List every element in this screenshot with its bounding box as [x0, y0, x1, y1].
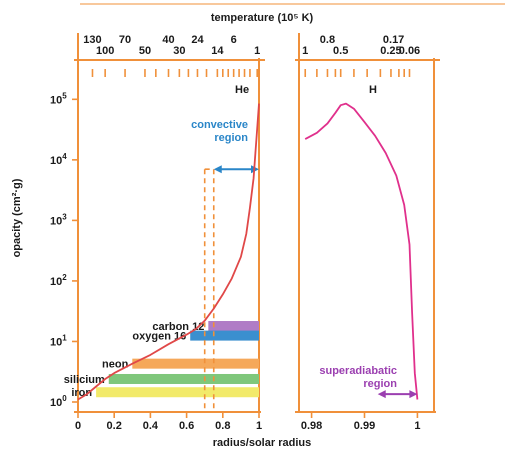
left-x-tick-label-3: 0.6: [179, 420, 194, 432]
left-top-tick-row2-0: 100: [96, 45, 114, 57]
right-top-tick-row2-3: 0.06: [399, 45, 420, 57]
he-label: He: [235, 84, 249, 96]
superadiabatic-label-line2: region: [363, 378, 397, 390]
y-tick-label-3: 103: [50, 212, 67, 227]
left-top-tick-row1-3: 24: [191, 34, 204, 46]
left-x-tick-label-2: 0.4: [143, 420, 159, 432]
left-top-tick-row1-0: 130: [83, 34, 101, 46]
left-top-tick-row2-2: 30: [173, 45, 185, 57]
left-panel: 0 0.2 0.4 0.6 0.8 1 130 70 40 24 6 100 50 30 14 1 carbon…: [64, 33, 265, 432]
left-x-tick-label-5: 1: [256, 420, 262, 432]
superadiabatic-arrow-head-right: [409, 390, 418, 399]
right-panel: 0.98 0.99 1 0.8 0.17 1 0.5 0.250.06 Hsuperadiaba…: [295, 33, 440, 432]
convective-label-line1: convective: [191, 119, 248, 131]
band-label-3: silicium: [64, 374, 105, 386]
left-x-tick-label-4: 0.8: [215, 420, 230, 432]
band-label-1: oxygen 16: [132, 331, 186, 343]
y-tick-label-0: 100: [50, 394, 67, 409]
superadiabatic-label-line1: superadiabatic: [319, 365, 397, 377]
band-label-2: neon: [102, 359, 129, 371]
right-top-tick-row1-1: 0.17: [383, 34, 404, 46]
left-top-tick-row2-4: 1: [254, 45, 260, 57]
left-top-tick-row1-1: 70: [119, 34, 131, 46]
right-x-tick-label-2: 1: [414, 420, 420, 432]
convective-label-line2: region: [214, 132, 248, 144]
left-top-tick-row1-4: 6: [231, 34, 237, 46]
y-axis-ticks: 100 101 102 103 104 105: [50, 91, 78, 409]
opacity-curve-left: [77, 103, 260, 401]
left-top-tick-row2-3: 14: [211, 45, 224, 57]
y-tick-label-1: 101: [50, 333, 67, 348]
right-top-tick-row2-1: 0.5: [333, 45, 348, 57]
left-x-tick-label-1: 0.2: [107, 420, 122, 432]
superadiabatic-arrow-head-left: [377, 390, 386, 399]
y-tick-label-5: 105: [50, 91, 67, 106]
band-label-4: iron: [71, 387, 92, 399]
right-top-tick-row2-0: 1: [302, 45, 308, 57]
band-4: [96, 387, 259, 398]
right-x-tick-label-1: 0.99: [354, 420, 375, 432]
top-axis-label: temperature (10⁵ K): [211, 12, 314, 24]
x-axis-label: radius/solar radius: [213, 437, 311, 449]
left-x-tick-label-0: 0: [75, 420, 81, 432]
y-tick-label-2: 102: [50, 273, 67, 288]
band-0: [208, 321, 259, 332]
y-axis-label: opacity (cm²·g): [11, 178, 23, 257]
band-2: [132, 358, 259, 369]
band-3: [108, 373, 260, 384]
right-top-tick-row1-0: 0.8: [320, 34, 335, 46]
y-tick-label-4: 104: [50, 152, 67, 167]
band-label-0: carbon 12: [152, 321, 204, 333]
h-label: H: [369, 84, 377, 96]
left-top-tick-row1-2: 40: [162, 34, 174, 46]
left-top-tick-row2-1: 50: [139, 45, 151, 57]
opacity-curve-right: [304, 102, 419, 400]
right-top-tick-row2-2: 0.25: [380, 45, 401, 57]
right-x-tick-label-0: 0.98: [301, 420, 322, 432]
band-1: [190, 330, 259, 341]
convective-arrow-head-left: [213, 165, 222, 174]
